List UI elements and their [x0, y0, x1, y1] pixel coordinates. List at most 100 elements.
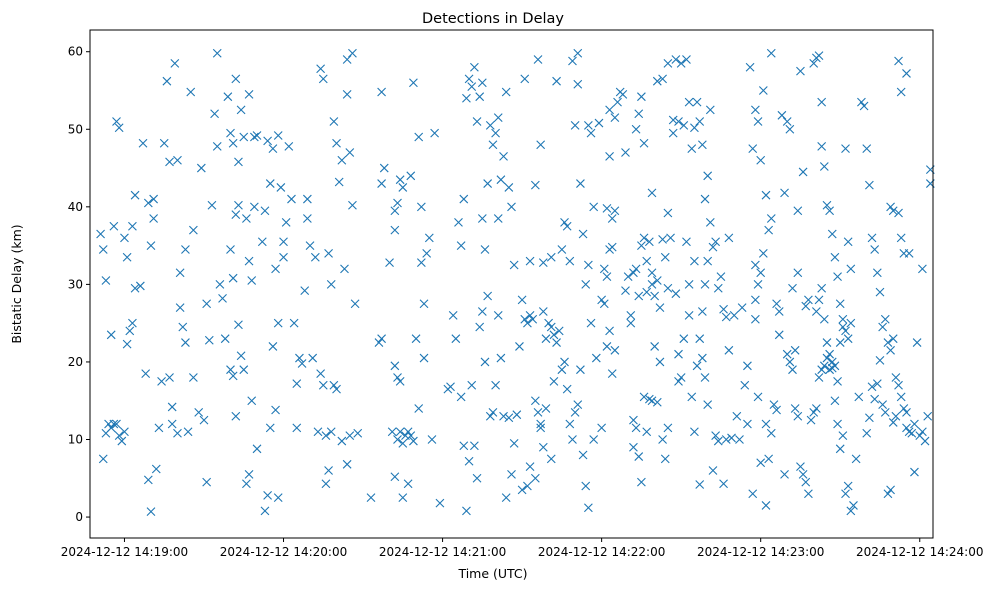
data-point: [106, 423, 116, 433]
data-point: [618, 89, 628, 99]
data-point: [750, 314, 760, 324]
data-point: [690, 427, 699, 437]
data-point: [697, 307, 707, 316]
data-point: [252, 131, 262, 140]
data-point: [390, 472, 400, 482]
data-point: [830, 252, 840, 262]
data-point: [684, 97, 694, 107]
data-point: [568, 435, 577, 444]
data-point: [605, 152, 614, 161]
data-point: [292, 423, 302, 433]
data-point: [607, 242, 617, 252]
data-point: [302, 214, 312, 223]
data-point: [692, 97, 702, 107]
data-point: [536, 419, 546, 429]
data-point: [896, 87, 906, 97]
data-point: [549, 330, 559, 340]
data-point: [210, 109, 219, 119]
data-point: [859, 101, 869, 111]
data-point: [817, 141, 827, 151]
data-point: [207, 200, 217, 210]
data-point: [120, 233, 129, 243]
data-point: [231, 74, 241, 84]
data-point: [711, 237, 721, 247]
data-point: [178, 322, 188, 332]
data-point: [475, 92, 485, 102]
data-point: [695, 480, 705, 489]
data-point: [477, 78, 487, 88]
data-point: [886, 345, 895, 355]
data-point: [822, 353, 832, 363]
data-point: [385, 258, 394, 268]
data-point: [146, 507, 156, 517]
data-point: [128, 318, 137, 328]
data-point: [377, 334, 386, 344]
data-point: [390, 225, 400, 235]
x-tick-label: 2024-12-12 14:23:00: [697, 545, 824, 559]
data-point: [631, 264, 641, 274]
data-point: [165, 157, 174, 167]
data-point: [202, 299, 212, 309]
data-point: [499, 411, 508, 421]
data-point: [690, 256, 699, 266]
data-point: [573, 48, 583, 58]
data-point: [647, 268, 657, 278]
data-point: [796, 462, 805, 472]
data-point: [501, 493, 511, 503]
data-point: [228, 138, 238, 148]
data-point: [101, 276, 111, 285]
data-point: [340, 264, 349, 274]
y-tick-label: 40: [68, 200, 83, 214]
data-point: [496, 175, 506, 185]
data-point: [883, 489, 893, 499]
data-point: [711, 431, 721, 441]
data-point: [247, 396, 257, 406]
data-point: [117, 436, 127, 446]
data-point: [827, 229, 837, 239]
data-point: [393, 435, 402, 444]
data-point: [750, 105, 760, 115]
data-point: [690, 123, 699, 133]
data-point: [112, 419, 121, 429]
data-point: [764, 225, 774, 235]
data-point: [703, 171, 713, 181]
y-axis-ticks: 0 10 20 30 40 50 60: [68, 45, 90, 524]
data-point: [870, 394, 880, 404]
data-point: [212, 141, 222, 151]
data-point: [766, 428, 776, 438]
data-point: [695, 334, 705, 344]
data-point: [316, 64, 326, 74]
data-point: [894, 380, 903, 390]
data-point: [393, 373, 402, 382]
data-point: [239, 132, 249, 142]
data-point: [292, 379, 302, 389]
data-point: [819, 162, 829, 171]
data-point: [833, 419, 842, 429]
data-point: [242, 214, 251, 223]
x-axis-ticks: 2024-12-12 14:19:00 2024-12-12 14:20:00 20…: [61, 538, 983, 559]
data-point: [332, 384, 341, 394]
data-point: [348, 200, 357, 210]
data-point: [252, 444, 262, 454]
data-point: [851, 454, 861, 464]
data-point: [501, 87, 511, 97]
data-point: [719, 304, 728, 314]
data-point: [300, 286, 310, 295]
data-point: [684, 279, 694, 289]
data-point: [872, 379, 882, 389]
data-point: [308, 353, 318, 363]
data-point: [610, 206, 620, 216]
data-point: [658, 235, 667, 244]
data-point: [644, 237, 654, 247]
data-point: [430, 128, 440, 138]
data-point: [459, 441, 469, 451]
data-point: [817, 283, 827, 293]
data-point: [626, 311, 636, 320]
data-point: [613, 97, 622, 107]
data-point: [273, 318, 283, 328]
data-point: [570, 121, 580, 130]
data-point: [581, 481, 591, 491]
data-point: [265, 179, 275, 188]
data-point: [491, 128, 500, 138]
data-point: [379, 163, 389, 173]
